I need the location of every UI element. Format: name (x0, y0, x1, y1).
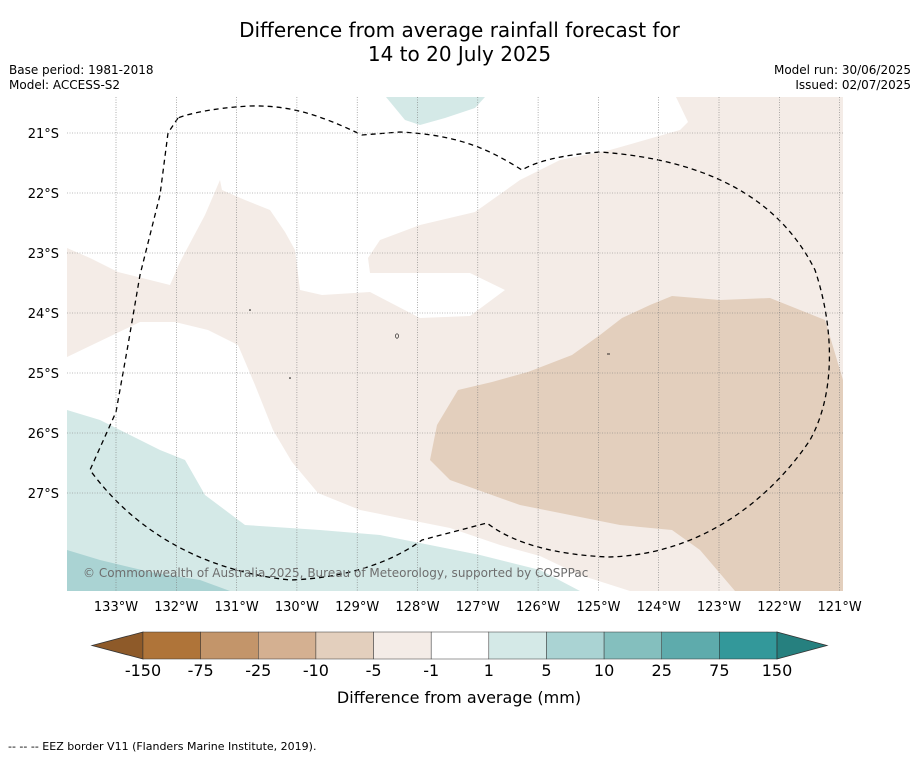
lat-label: 23°S (28, 247, 59, 262)
lon-label: 132°W (154, 600, 198, 615)
colorbar-tick-label: -10 (303, 661, 329, 680)
colorbar-segment (719, 631, 778, 660)
lat-label: 21°S (28, 127, 59, 142)
base-period-text: Base period: 1981-2018 (9, 63, 154, 77)
issued-text: Issued: 02/07/2025 (795, 78, 911, 92)
colorbar-segment (142, 631, 201, 660)
lon-label: 123°W (697, 600, 741, 615)
lon-label: 128°W (395, 600, 439, 615)
longitude-labels: 133°W 132°W 131°W 130°W 129°W 128°W 127°W 126°W… (94, 600, 862, 615)
colorbar-tick-label: 75 (709, 661, 729, 680)
lon-label: 127°W (456, 600, 500, 615)
colorbar-segment (258, 631, 317, 660)
title-line-1: Difference from average rainfall forecas… (239, 18, 680, 42)
colorbar-segment (661, 631, 720, 660)
colorbar-tick-label: 5 (541, 661, 551, 680)
colorbar-extend-high (776, 631, 829, 660)
colorbar-segment (430, 631, 490, 660)
gridlines (67, 97, 843, 591)
lon-label: 121°W (818, 600, 862, 615)
colorbar-segment (546, 631, 605, 660)
title-line-2: 14 to 20 July 2025 (367, 42, 552, 66)
map-title: Difference from average rainfall forecas… (0, 18, 919, 66)
colorbar-segment (488, 631, 547, 660)
lon-label: 124°W (637, 600, 681, 615)
colorbar-tick-label: -5 (366, 661, 382, 680)
colorbar (90, 631, 829, 660)
colorbar-extend-low (90, 631, 144, 660)
lat-label: 27°S (28, 487, 59, 502)
model-run-text: Model run: 30/06/2025 (773, 63, 911, 77)
anomaly-region-light-wet-south (67, 410, 580, 591)
lat-label: 24°S (28, 307, 59, 322)
meta-right: Model run: 30/06/2025 Issued: 02/07/2025 (774, 63, 911, 93)
colorbar-tick-label: -1 (423, 661, 439, 680)
lat-label: 22°S (28, 187, 59, 202)
colorbar-segment (373, 631, 432, 660)
eez-border (89, 105, 831, 581)
lon-label: 126°W (516, 600, 560, 615)
lon-label: 133°W (94, 600, 138, 615)
contour-speck (289, 377, 291, 379)
lon-label: 125°W (576, 600, 620, 615)
lon-label: 129°W (335, 600, 379, 615)
colorbar-tick-label: 1 (484, 661, 494, 680)
colorbar-segment (315, 631, 374, 660)
latitude-labels: 21°S 22°S 23°S 24°S 25°S 26°S 27°S (28, 127, 59, 502)
colorbar-tick-label: 10 (594, 661, 614, 680)
anomaly-region-light-wet-top (386, 97, 485, 125)
colorbar-segment (603, 631, 662, 660)
lat-label: 26°S (28, 427, 59, 442)
colorbar-segment (200, 631, 259, 660)
meta-left: Base period: 1981-2018 Model: ACCESS-S2 (9, 63, 154, 93)
colorbar-tick-label: 25 (652, 661, 672, 680)
copyright-text: © Commonwealth of Australia 2025, Bureau… (83, 566, 588, 580)
colorbar-labels: -150 -75 -25 -10 -5 -1 1 5 10 25 75 150 (125, 661, 792, 680)
colorbar-tick-label: -75 (188, 661, 214, 680)
colorbar-tick-label: -150 (125, 661, 161, 680)
colorbar-tick-label: -25 (245, 661, 271, 680)
contour-speck (395, 333, 399, 339)
lon-label: 122°W (757, 600, 801, 615)
map-area: © Commonwealth of Australia 2025, Bureau… (67, 97, 843, 591)
lat-label: 25°S (28, 367, 59, 382)
lon-label: 131°W (215, 600, 259, 615)
anomaly-region-moderate-dry (430, 296, 843, 591)
anomaly-region-moderate-wet (67, 550, 230, 591)
colorbar-tick-label: 150 (762, 661, 793, 680)
model-text: Model: ACCESS-S2 (9, 78, 121, 92)
contour-speck (249, 309, 251, 311)
colorbar-title: Difference from average (mm) (337, 688, 581, 707)
lon-label: 130°W (275, 600, 319, 615)
eez-legend-text: -- -- -- EEZ border V11 (Flanders Marine… (8, 740, 317, 753)
